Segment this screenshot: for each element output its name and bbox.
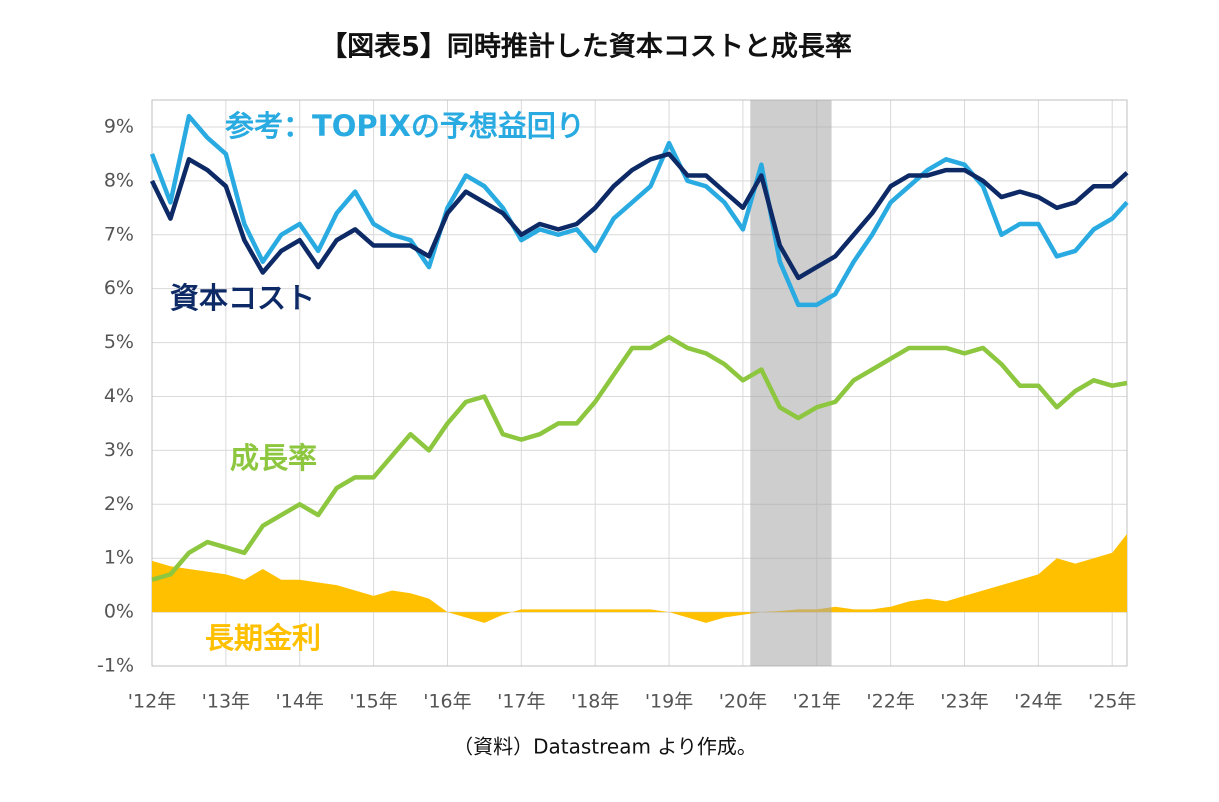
line [149, 113, 1129, 308]
series-label: 成長率 [230, 441, 317, 475]
chart-title: 【図表5】同時推計した資本コストと成長率 [320, 31, 852, 63]
x-tick-label: '13年 [202, 691, 250, 713]
y-tick-label: 3% [104, 439, 134, 461]
x-tick-label: '17年 [497, 691, 545, 713]
x-tick-label: '22年 [866, 691, 914, 713]
y-tick-label: 2% [104, 493, 134, 515]
line [149, 151, 1129, 281]
y-tick-label: 4% [104, 385, 134, 407]
y-tick-label: 1% [104, 547, 134, 569]
x-tick-label: '21年 [793, 691, 841, 713]
y-tick-label: 9% [104, 115, 134, 137]
x-tick-label: '14年 [276, 691, 324, 713]
area [152, 533, 1127, 623]
x-tick-label: '18年 [571, 691, 619, 713]
y-tick-label: -1% [97, 655, 134, 677]
line [151, 334, 1128, 582]
series-label: 参考：TOPIXの予想益回り [225, 109, 585, 143]
series-label: 資本コスト [170, 281, 315, 315]
y-tick-label: 6% [104, 277, 134, 299]
source-note: （資料）Datastream より作成。 [453, 735, 757, 759]
series-label: 長期金利 [205, 621, 321, 655]
shaded-period [750, 100, 832, 666]
x-tick-label: '12年 [128, 691, 176, 713]
x-tick-label: '23年 [940, 691, 988, 713]
x-tick-label: '20年 [719, 691, 767, 713]
y-tick-label: 8% [104, 169, 134, 191]
x-tick-label: '19年 [645, 691, 693, 713]
x-tick-label: '16年 [423, 691, 471, 713]
y-tick-label: 0% [104, 601, 134, 623]
y-tick-label: 7% [104, 223, 134, 245]
x-tick-label: '15年 [349, 691, 397, 713]
x-tick-label: '24年 [1014, 691, 1062, 713]
x-tick-label: '25年 [1088, 691, 1136, 713]
y-tick-label: 5% [104, 331, 134, 353]
